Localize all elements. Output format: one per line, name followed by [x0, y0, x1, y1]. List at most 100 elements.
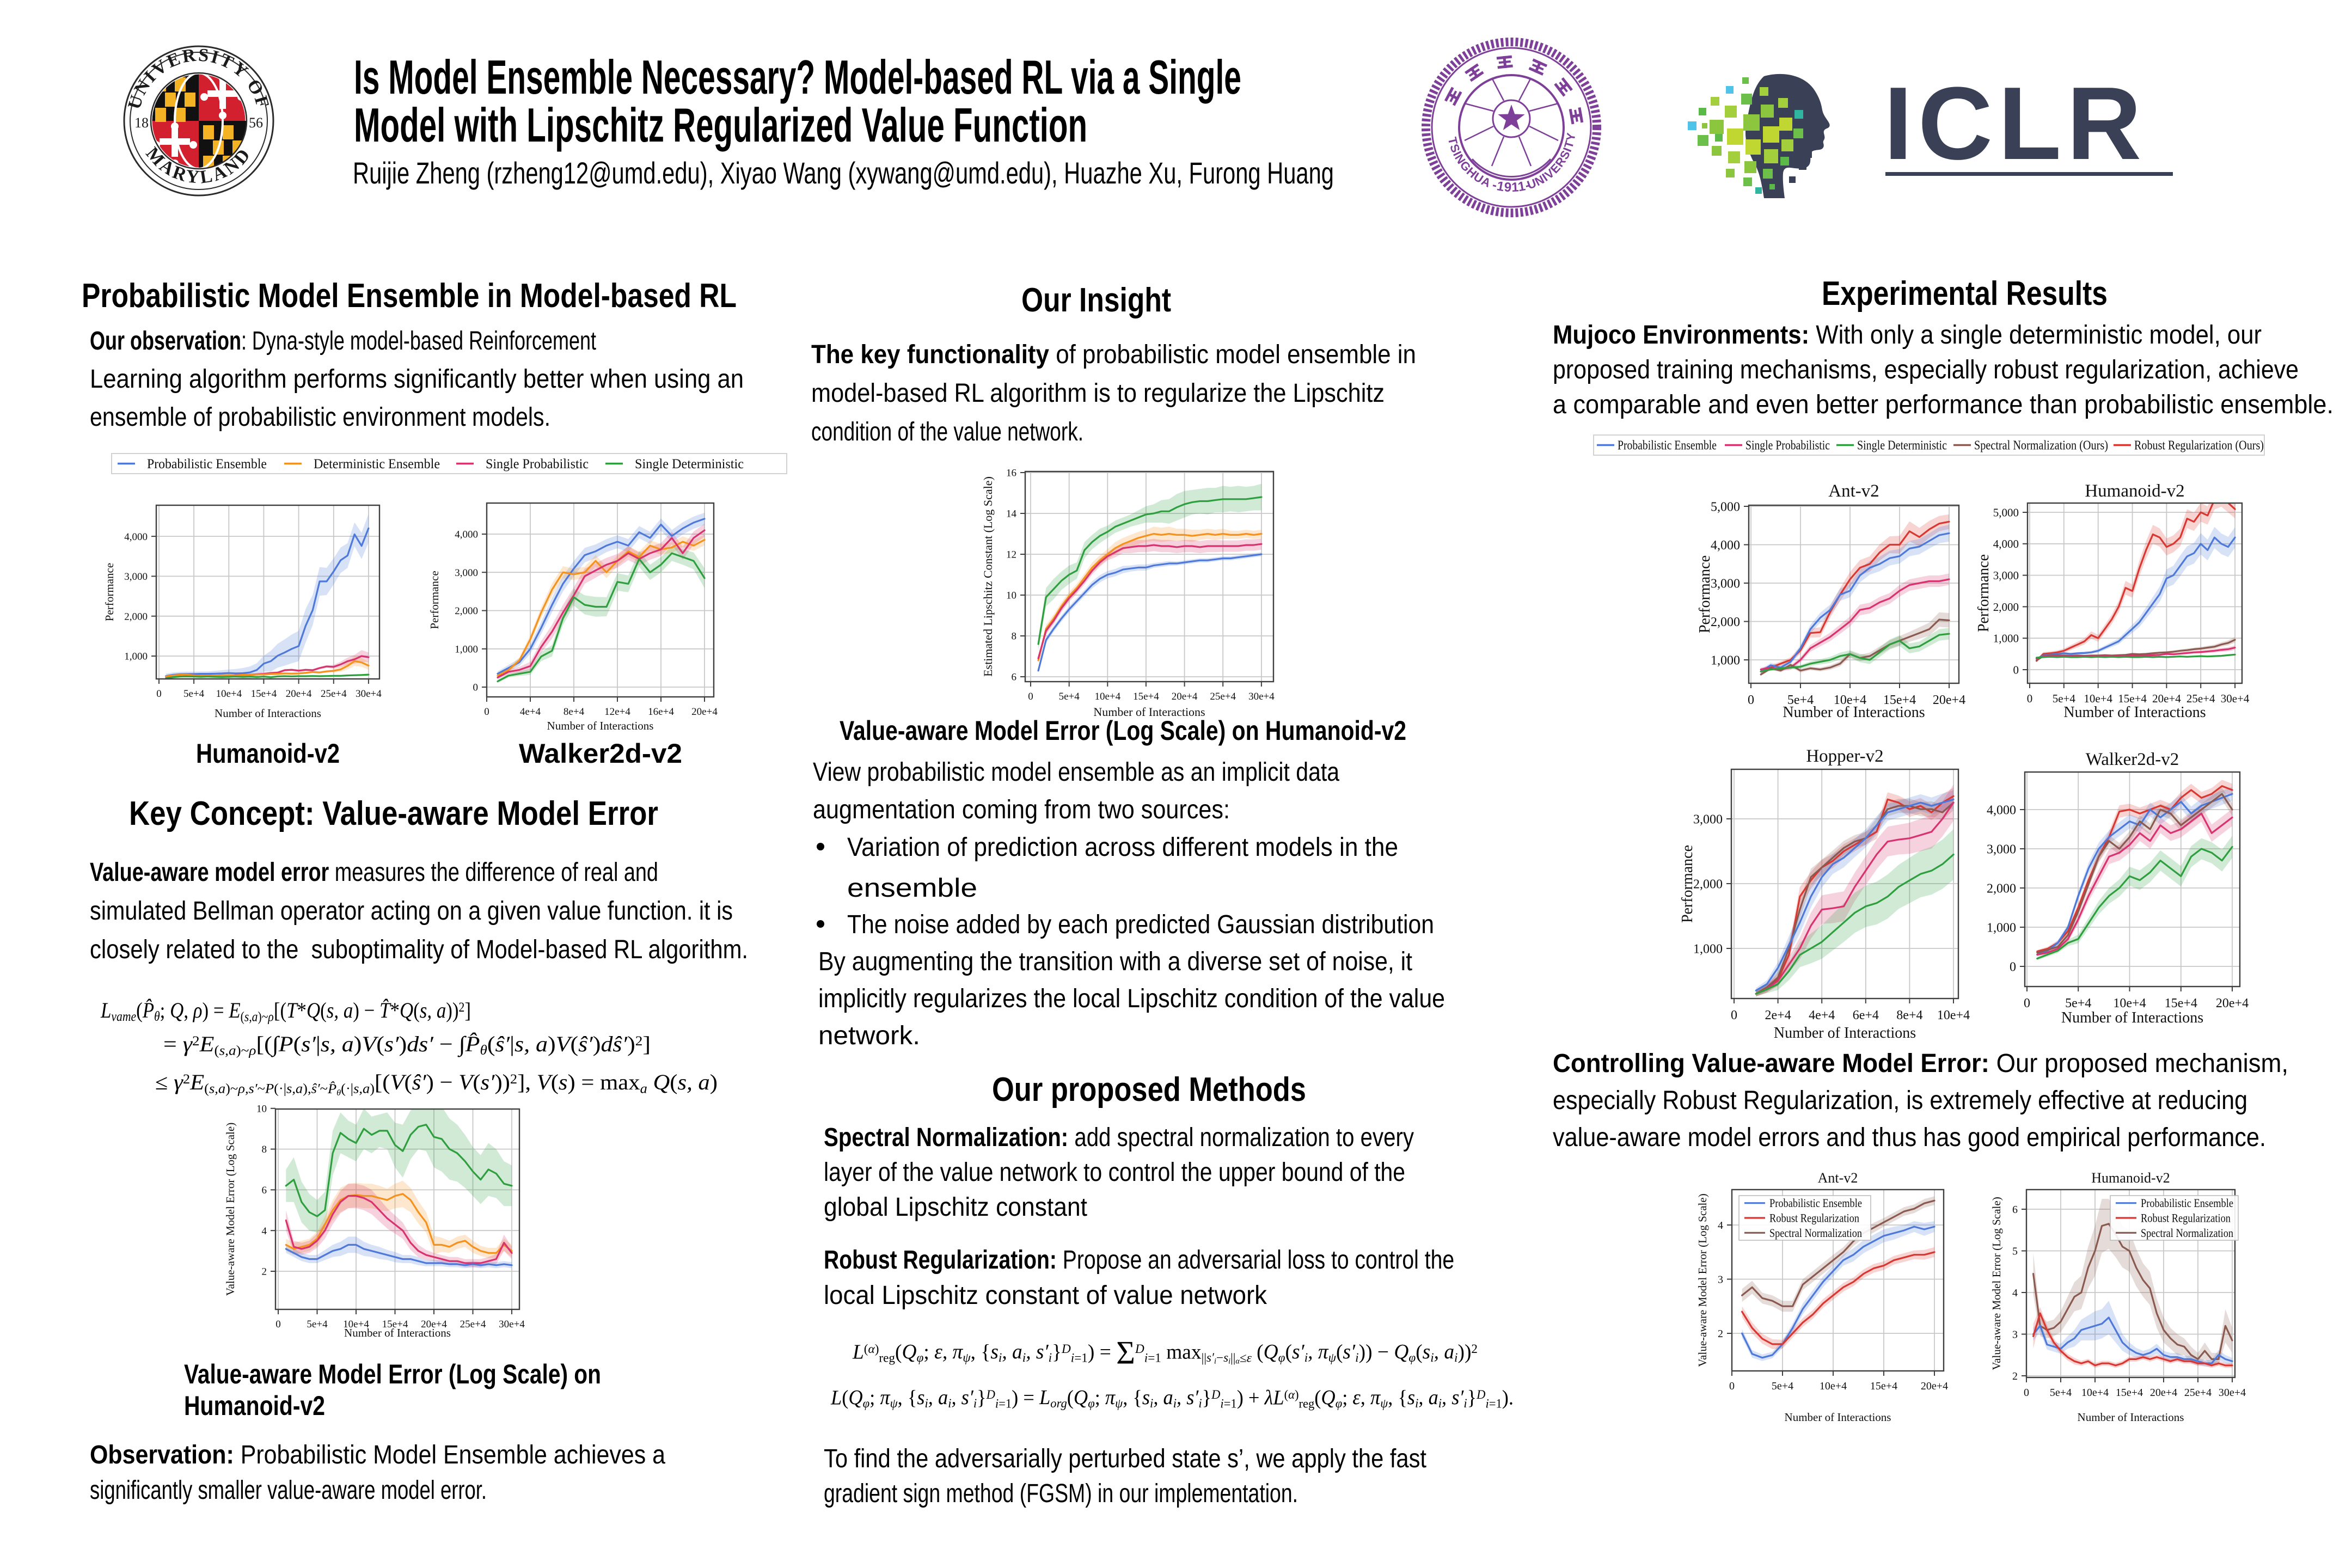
svg-text:4,000: 4,000 [455, 529, 478, 541]
svg-text:Single Deterministic: Single Deterministic [635, 457, 744, 471]
svg-text:10e+4: 10e+4 [343, 1319, 369, 1330]
svg-text:TSINGHUA: TSINGHUA [1445, 136, 1493, 190]
svg-text:0: 0 [484, 706, 489, 718]
svg-text:4e+4: 4e+4 [520, 706, 541, 718]
svg-text:Performance: Performance [1975, 554, 1992, 632]
svg-text:Single Probabilistic: Single Probabilistic [486, 457, 589, 471]
svg-text:Performance: Performance [103, 563, 116, 621]
svg-text:2,000: 2,000 [124, 611, 148, 622]
svg-text:25e+4: 25e+4 [460, 1319, 486, 1330]
svg-text:Robust Regularization: Robust Regularization [2141, 1211, 2231, 1225]
svg-text:12: 12 [1006, 549, 1016, 561]
svg-text:Hopper-v2: Hopper-v2 [1806, 746, 1883, 766]
svg-text:6: 6 [1012, 672, 1017, 683]
svg-text:10e+4: 10e+4 [2081, 1387, 2109, 1399]
svg-text:5e+4: 5e+4 [307, 1319, 328, 1330]
svg-text:Ant-v2: Ant-v2 [1828, 481, 1879, 501]
svg-text:6e+4: 6e+4 [1853, 1008, 1879, 1022]
svg-text:30e+4: 30e+4 [356, 688, 382, 700]
svg-text:30e+4: 30e+4 [2219, 1387, 2246, 1399]
svg-text:4e+4: 4e+4 [1809, 1008, 1835, 1022]
svg-text:2: 2 [1718, 1328, 1723, 1340]
svg-text:4,000: 4,000 [1711, 538, 1740, 553]
svg-text:0: 0 [1748, 693, 1754, 707]
svg-text:20e+4: 20e+4 [421, 1319, 447, 1330]
svg-text:5e+4: 5e+4 [2053, 692, 2076, 705]
svg-text:16: 16 [1006, 468, 1016, 479]
svg-text:Number of Interactions: Number of Interactions [2061, 1009, 2203, 1026]
svg-text:30e+4: 30e+4 [1248, 691, 1275, 702]
svg-text:Spectral Normalization (Ours): Spectral Normalization (Ours) [1974, 439, 2108, 453]
svg-text:5e+4: 5e+4 [183, 688, 205, 700]
svg-text:Humanoid-v2: Humanoid-v2 [2091, 1170, 2170, 1186]
svg-text:0: 0 [2024, 1387, 2029, 1399]
svg-text:5,000: 5,000 [1993, 506, 2019, 519]
svg-text:5e+4: 5e+4 [2050, 1387, 2072, 1399]
svg-text:Value-aware Model Error (Log S: Value-aware Model Error (Log Scale) [1990, 1197, 2003, 1370]
svg-text:2,000: 2,000 [1993, 601, 2019, 614]
svg-text:1,000: 1,000 [1987, 921, 2016, 935]
svg-text:Number of Interactions: Number of Interactions [215, 707, 321, 720]
svg-text:10: 10 [256, 1103, 267, 1114]
svg-text:Single Deterministic: Single Deterministic [1857, 439, 1947, 453]
svg-text:Number of Interactions: Number of Interactions [2063, 704, 2206, 721]
svg-text:10e+4: 10e+4 [1834, 693, 1866, 707]
svg-text:10e+4: 10e+4 [1094, 691, 1120, 702]
svg-text:Spectral Normalization: Spectral Normalization [1769, 1226, 1862, 1240]
svg-text:Estimated Lipschitz Constant (: Estimated Lipschitz Constant (Log Scale) [981, 476, 995, 677]
svg-text:25e+4: 25e+4 [1210, 691, 1236, 702]
svg-text:3,000: 3,000 [124, 571, 148, 583]
svg-text:4: 4 [2012, 1287, 2018, 1299]
svg-text:3,000: 3,000 [1987, 842, 2016, 856]
svg-text:56: 56 [249, 115, 263, 131]
svg-text:3,000: 3,000 [455, 567, 478, 579]
svg-text:10e+4: 10e+4 [216, 688, 242, 700]
svg-text:1,000: 1,000 [455, 644, 478, 655]
svg-text:20e+4: 20e+4 [1921, 1380, 1948, 1392]
svg-text:1,000: 1,000 [1693, 942, 1723, 956]
svg-text:12e+4: 12e+4 [604, 706, 630, 718]
svg-text:3,000: 3,000 [1993, 569, 2019, 582]
svg-text:Value-aware Model Error (Log S: Value-aware Model Error (Log Scale) [1696, 1193, 1709, 1367]
svg-text:30e+4: 30e+4 [499, 1319, 525, 1330]
svg-text:15e+4: 15e+4 [2118, 692, 2147, 705]
svg-text:5e+4: 5e+4 [1059, 691, 1080, 702]
svg-text:0: 0 [1729, 1380, 1735, 1392]
svg-text:14: 14 [1006, 509, 1017, 520]
svg-text:3,000: 3,000 [1711, 577, 1740, 591]
svg-text:5e+4: 5e+4 [1772, 1380, 1793, 1392]
svg-text:5,000: 5,000 [1711, 500, 1740, 514]
svg-text:10e+4: 10e+4 [1937, 1008, 1970, 1022]
svg-text:20e+4: 20e+4 [1933, 693, 1965, 707]
svg-text:10: 10 [1006, 590, 1016, 602]
svg-text:5: 5 [2012, 1246, 2018, 1258]
svg-text:0: 0 [275, 1319, 281, 1330]
svg-text:Number of Interactions: Number of Interactions [344, 1326, 451, 1339]
svg-text:Performance: Performance [430, 571, 441, 629]
svg-text:Number of Interactions: Number of Interactions [2078, 1411, 2184, 1424]
svg-text:Ant-v2: Ant-v2 [1818, 1170, 1858, 1186]
svg-text:Number of Interactions: Number of Interactions [1093, 705, 1205, 719]
svg-text:15e+4: 15e+4 [251, 688, 277, 700]
svg-text:20e+4: 20e+4 [286, 688, 312, 700]
svg-text:Probabilistic Ensemble: Probabilistic Ensemble [147, 457, 267, 471]
svg-text:Walker2d-v2: Walker2d-v2 [2086, 750, 2179, 769]
svg-text:0: 0 [2013, 663, 2019, 676]
svg-text:6: 6 [262, 1185, 267, 1196]
svg-text:30e+4: 30e+4 [2221, 692, 2250, 705]
svg-text:Deterministic Ensemble: Deterministic Ensemble [314, 457, 440, 471]
svg-text:0: 0 [473, 682, 479, 694]
svg-text:4,000: 4,000 [124, 531, 148, 543]
svg-text:Number of Interactions: Number of Interactions [547, 719, 654, 732]
svg-text:Number of Interactions: Number of Interactions [1783, 704, 1925, 721]
svg-text:Humanoid-v2: Humanoid-v2 [2085, 481, 2184, 501]
svg-text:Probabilistic Ensemble: Probabilistic Ensemble [1618, 439, 1717, 453]
svg-text:15e+4: 15e+4 [1883, 693, 1916, 707]
svg-text:2e+4: 2e+4 [1765, 1008, 1791, 1022]
svg-text:15e+4: 15e+4 [1870, 1380, 1897, 1392]
svg-text:0: 0 [156, 688, 162, 700]
svg-text:8e+4: 8e+4 [1896, 1008, 1922, 1022]
svg-text:Robust Regularization (Ours): Robust Regularization (Ours) [2134, 439, 2264, 453]
svg-text:2,000: 2,000 [1693, 877, 1723, 891]
svg-text:20e+4: 20e+4 [691, 706, 718, 718]
